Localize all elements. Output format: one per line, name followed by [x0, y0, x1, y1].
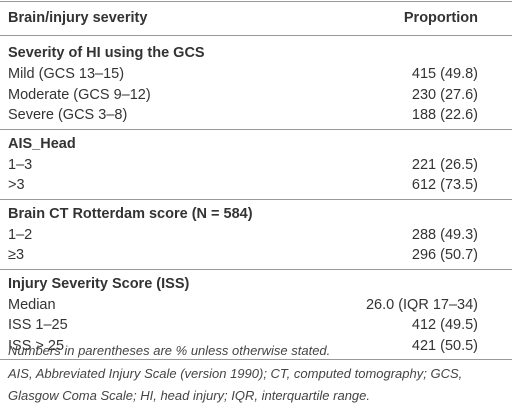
- row-value: 288 (49.3): [411, 226, 478, 243]
- footnote: Glasgow Coma Scale; HI, head injury; IQR…: [8, 388, 371, 403]
- section-title: Brain CT Rotterdam score (N = 584): [8, 205, 253, 222]
- row-label: Moderate (GCS 9–12): [8, 86, 151, 103]
- row-label: ≥3: [8, 247, 25, 263]
- section-rule: [0, 268, 512, 270]
- section-rule: [0, 359, 512, 360]
- footnote: Numbers in parentheses are % unless othe…: [8, 343, 331, 358]
- section-rule: [0, 128, 512, 130]
- row-label: Mild (GCS 13–15): [8, 66, 125, 82]
- row-label: ISS > 25: [8, 337, 65, 354]
- row-value: 421 (50.5): [411, 337, 478, 354]
- row-value: 412 (49.5): [411, 317, 478, 333]
- header-label: Brain/injury severity: [8, 10, 148, 26]
- top-rule: [0, 1, 512, 2]
- row-label: >3: [8, 177, 25, 193]
- section-title: Severity of HI using the GCS: [8, 45, 205, 61]
- row-label: Severe (GCS 3–8): [8, 107, 128, 123]
- header-label: Proportion: [403, 10, 478, 26]
- row-value: 612 (73.5): [411, 177, 478, 193]
- row-value: 230 (27.6): [411, 86, 478, 103]
- row-value: 296 (50.7): [411, 247, 478, 263]
- section-rule: [0, 198, 512, 200]
- row-label: Median: [8, 296, 56, 313]
- row-label: 1–2: [8, 226, 33, 243]
- row-value: 26.0 (IQR 17–34): [365, 296, 478, 313]
- row-label: 1–3: [8, 156, 33, 173]
- section-title: Injury Severity Score (ISS): [8, 275, 190, 292]
- header-rule: [0, 35, 512, 36]
- row-label: ISS 1–25: [8, 317, 68, 333]
- section-title: AIS_Head: [8, 135, 76, 152]
- footnote: AIS, Abbreviated Injury Scale (version 1…: [8, 366, 463, 381]
- row-value: 415 (49.8): [411, 66, 478, 82]
- row-value: 221 (26.5): [411, 156, 478, 173]
- row-value: 188 (22.6): [411, 107, 478, 123]
